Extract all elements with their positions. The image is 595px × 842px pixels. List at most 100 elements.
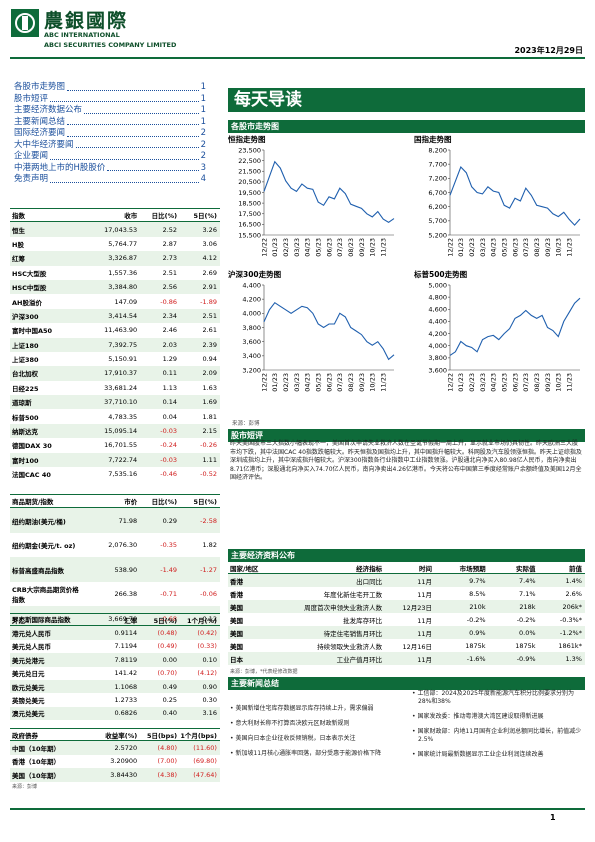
toc-item: 股市短评 1 xyxy=(14,94,206,106)
cell: 1.1068 xyxy=(114,682,138,691)
x-tick-label: 05/23 xyxy=(314,238,322,257)
x-tick-label: 03/23 xyxy=(293,373,301,392)
y-tick-label: 3,400 xyxy=(242,352,261,360)
table-row: 法国CAC 40 7,535.16 -0.46 -0.52 xyxy=(10,467,220,481)
cell: 美国 xyxy=(230,603,243,612)
toc-leader xyxy=(50,174,199,183)
date: 2023年12月29日 xyxy=(514,46,583,55)
cell: 71.98 xyxy=(118,516,138,525)
y-tick-label: 15,500 xyxy=(238,231,261,239)
cell: 罗杰斯国际商品指数 xyxy=(12,615,71,624)
toc-label: 中港两地上市的H股股价 xyxy=(14,162,106,173)
x-tick-label: 09/23 xyxy=(544,238,552,257)
cell: HSC大型股 xyxy=(12,269,47,278)
cell: 2.69 xyxy=(202,268,217,277)
table-row: 红筹 3,326.87 2.73 4.12 xyxy=(10,251,220,266)
source: 来源：彭博 xyxy=(232,421,260,427)
news-item: • 国家财政部：内地11月国有企业利润总额同比增长，前值减少2.5% xyxy=(412,728,582,743)
commentary: 昨天美国股市三大指数小幅表现不一，美国首次申请失业救济人数在圣诞节假期一周上升，… xyxy=(230,440,582,481)
cell: 9.7% xyxy=(469,576,486,585)
y-tick-label: 21,500 xyxy=(238,168,261,176)
cell: 8.5% xyxy=(469,589,486,598)
y-tick-label: 3,200 xyxy=(242,366,261,374)
cell: 0.6826 xyxy=(114,709,138,718)
header-cell: 5日(%) xyxy=(153,616,178,625)
x-tick-label: 02/23 xyxy=(282,373,290,392)
table-row: 英镑兑美元 1.2733 0.25 0.30 xyxy=(10,693,220,706)
cell: 2.6% xyxy=(565,589,582,598)
y-tick-label: 16,500 xyxy=(238,221,261,229)
header-cell: 实际值 xyxy=(516,564,536,573)
table-row: HSC中型股 3,384.80 2.56 2.91 xyxy=(10,279,220,295)
cell: 工业产值月环比 xyxy=(336,655,383,664)
x-tick-label: 09/23 xyxy=(358,373,366,392)
x-tick-label: 11/23 xyxy=(379,238,387,257)
header-cell: 汇率 xyxy=(124,616,138,625)
y-tick-label: 4,400 xyxy=(428,318,447,326)
cell: 上证180 xyxy=(12,341,39,350)
toc-leader xyxy=(75,140,199,148)
cell: 2.39 xyxy=(202,340,217,349)
cell: 3,669.70 xyxy=(108,614,138,623)
cell: 0.30 xyxy=(202,696,217,705)
table-row: 美国 持续领取失业救济人数 12月16日 1875k 1875k 1861k* xyxy=(228,639,585,652)
header-cell: 收益率(%) xyxy=(105,731,138,740)
news-left: • 美国新增住宅库存数据显示库存持续上升，需求偏弱 • 意大利财长称不打算否决欧元… xyxy=(230,705,405,765)
news-item: • 意大利财长称不打算否决欧元区财政新规则 xyxy=(230,720,350,727)
news-item: • 国家统计局最新数据显示工业企业利润连续改善 xyxy=(412,751,544,758)
toc-label: 企业要闻 xyxy=(14,151,49,161)
cell: 德国DAX 30 xyxy=(12,442,52,451)
cell: 标普500 xyxy=(12,413,39,422)
cell: 2.5720 xyxy=(114,744,138,753)
cell: 7.8119 xyxy=(114,655,138,664)
cell: 2,076.30 xyxy=(108,541,138,550)
cell: 11,463.90 xyxy=(104,326,138,335)
table-header: 国家/地区 经济指标 时间 市场预期 实际值 前值 xyxy=(228,561,585,574)
y-tick-label: 19,500 xyxy=(238,189,261,197)
header-cell: 指数 xyxy=(12,212,25,221)
table-row: 日本 工业产值月环比 11月 -1.6% -0.9% 1.3% xyxy=(228,652,585,665)
y-tick-label: 23,500 xyxy=(238,146,261,154)
table-row: 澳元兑美元 0.6826 0.40 3.16 xyxy=(10,706,220,721)
cell: 3.26 xyxy=(202,225,217,234)
cell: 台北加权 xyxy=(12,370,38,379)
x-tick-label: 10/23 xyxy=(555,373,563,392)
cell: 周度首次申领失业救济人数 xyxy=(304,603,383,612)
cell: H股 xyxy=(12,240,24,249)
x-tick-label: 01/23 xyxy=(457,373,465,392)
cell: 0.12 xyxy=(202,614,217,623)
x-tick-label: 03/23 xyxy=(479,373,487,392)
chart-title: 沪深300走势图 xyxy=(228,270,282,279)
source: 来源：彭博，*代表经修改数据 xyxy=(230,669,298,675)
y-tick-label: 4,600 xyxy=(428,306,447,314)
cell: 17,910.37 xyxy=(104,369,138,378)
cell: 1,557.36 xyxy=(108,268,138,277)
cell: 日本 xyxy=(230,655,243,664)
cell: -0.35 xyxy=(160,541,178,550)
cell: 218k xyxy=(519,602,536,611)
table-row: 标普高盛商品指数 538.90 -1.49 -1.27 xyxy=(10,557,220,582)
table-row: 香港（10年期） 3.20900 (7.00) (69.80) xyxy=(10,755,220,768)
cell: 3.20900 xyxy=(110,757,138,766)
cell: -1.89 xyxy=(200,297,217,306)
x-tick-label: 02/23 xyxy=(468,238,476,257)
table-row: 美国 周度首次申领失业救济人数 12月23日 210k 218k 206k* xyxy=(228,600,585,613)
cell: 2.03 xyxy=(162,340,178,349)
cell: -1.49 xyxy=(160,565,178,574)
cell: 出口同比 xyxy=(356,577,383,586)
cell: 7.4% xyxy=(519,576,536,585)
toc-label: 股市短评 xyxy=(14,93,49,104)
cell: 0.29 xyxy=(162,516,178,525)
y-tick-label: 7,200 xyxy=(428,175,447,183)
cell: 5,764.77 xyxy=(108,239,138,248)
cell: 中国（10年期） xyxy=(12,745,61,754)
y-tick-label: 4,000 xyxy=(242,310,261,318)
table-row: H股 5,764.77 2.87 3.06 xyxy=(10,237,220,251)
table-row: 美元兑日元 141.42 (0.70) (4.12) xyxy=(10,667,220,680)
table-row: 欧元兑美元 1.1068 0.49 0.90 xyxy=(10,679,220,694)
table-row: 美国 待定住宅销售月环比 11月 0.9% 0.0% -1.2%* xyxy=(228,626,585,639)
table-row: 美国 批发库存环比 11月 -0.2% -0.2% -0.3%* xyxy=(228,613,585,626)
y-tick-label: 4,400 xyxy=(242,281,261,289)
cell: (7.00) xyxy=(157,757,178,766)
toc-item: 主要经济数据公布 1 xyxy=(14,105,206,117)
